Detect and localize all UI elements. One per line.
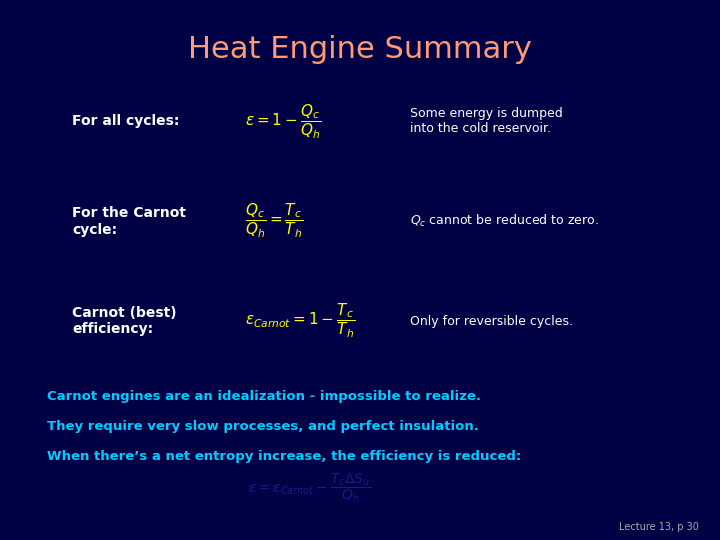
Text: $\varepsilon = 1 - \dfrac{Q_c}{Q_h}$: $\varepsilon = 1 - \dfrac{Q_c}{Q_h}$ <box>245 103 321 140</box>
Text: Carnot engines are an idealization - impossible to realize.: Carnot engines are an idealization - imp… <box>47 390 481 403</box>
Text: Lecture 13, p 30: Lecture 13, p 30 <box>618 522 698 532</box>
Text: Some energy is dumped
into the cold reservoir.: Some energy is dumped into the cold rese… <box>410 107 563 136</box>
Text: For all cycles:: For all cycles: <box>72 114 179 129</box>
Text: $Q_c$ cannot be reduced to zero.: $Q_c$ cannot be reduced to zero. <box>410 213 599 230</box>
Text: They require very slow processes, and perfect insulation.: They require very slow processes, and pe… <box>47 420 479 433</box>
Text: Carnot (best)
efficiency:: Carnot (best) efficiency: <box>72 306 176 336</box>
Text: $\varepsilon_{Carnot} = 1 - \dfrac{T_c}{T_h}$: $\varepsilon_{Carnot} = 1 - \dfrac{T_c}{… <box>245 302 355 340</box>
Text: Only for reversible cycles.: Only for reversible cycles. <box>410 315 573 328</box>
Text: $\varepsilon = \varepsilon_{Carnot} - \dfrac{T_c \Delta S_u}{Q_h}$: $\varepsilon = \varepsilon_{Carnot} - \d… <box>248 472 372 505</box>
Text: Heat Engine Summary: Heat Engine Summary <box>188 35 532 64</box>
Text: For the Carnot
cycle:: For the Carnot cycle: <box>72 206 186 237</box>
Text: When there’s a net entropy increase, the efficiency is reduced:: When there’s a net entropy increase, the… <box>47 450 521 463</box>
Text: $\dfrac{Q_c}{Q_h} = \dfrac{T_c}{T_h}$: $\dfrac{Q_c}{Q_h} = \dfrac{T_c}{T_h}$ <box>245 202 303 240</box>
